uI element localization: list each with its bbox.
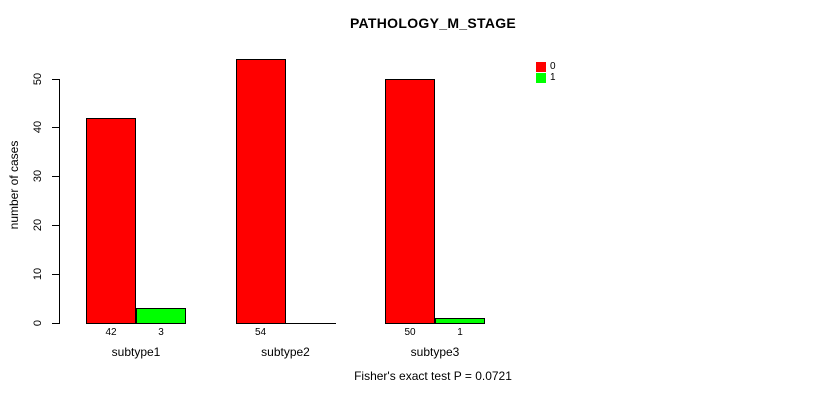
legend-label: 1 (550, 72, 556, 83)
y-tick-label: 0 (32, 319, 44, 327)
x-category-label: subtype2 (261, 345, 310, 359)
y-axis-label: number of cases (7, 140, 21, 230)
y-tick-mark (52, 78, 59, 80)
stat-test-label: Fisher's exact test P = 0.0721 (354, 369, 512, 383)
legend-swatch (536, 73, 546, 83)
bar-subtype1-0 (86, 118, 136, 324)
legend-label: 0 (550, 61, 556, 72)
y-tick-label: 10 (32, 267, 44, 281)
chart-title: PATHOLOGY_M_STAGE (349, 15, 517, 31)
bar-subtype2-1 (285, 323, 336, 324)
y-tick-mark (52, 274, 59, 276)
bar-subtype1-1 (136, 308, 186, 324)
bar-value-label: 50 (404, 327, 416, 338)
legend-swatch (536, 62, 546, 72)
y-tick-mark (52, 323, 59, 324)
y-tick-label: 40 (32, 121, 44, 134)
legend-row: 1 (536, 73, 556, 83)
bar-value-label: 3 (158, 327, 164, 338)
x-category-label: subtype3 (410, 345, 460, 359)
bar-value-label: 1 (457, 327, 463, 338)
y-tick-label: 50 (32, 72, 44, 85)
bar-subtype3-0 (385, 79, 435, 324)
bar-value-label: 42 (105, 327, 117, 338)
bar-subtype3-1 (435, 318, 485, 324)
x-category-label: subtype1 (111, 345, 161, 359)
y-tick-mark (52, 225, 59, 227)
y-tick-label: 30 (32, 170, 44, 183)
y-axis-line (59, 78, 60, 324)
y-tick-mark (52, 176, 59, 178)
y-tick-mark (52, 127, 59, 129)
bar-value-label: 54 (254, 327, 267, 338)
y-tick-label: 20 (32, 219, 44, 232)
bar-subtype2-0 (235, 59, 286, 324)
legend-row: 0 (536, 62, 556, 72)
